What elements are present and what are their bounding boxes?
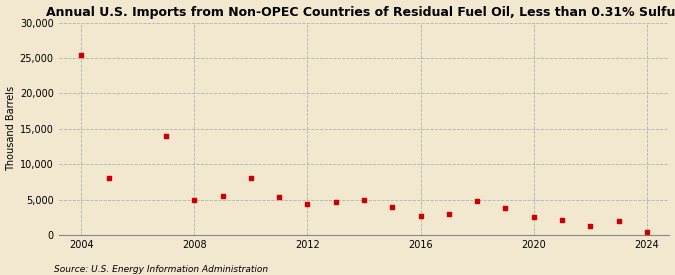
Point [472,199,483,204]
Point [585,224,595,228]
Point [104,176,115,180]
Point [415,214,426,218]
Point [358,198,369,202]
Point [500,206,511,211]
Point [613,219,624,223]
Point [189,198,200,202]
Point [443,212,454,216]
Point [246,176,256,180]
Point [387,205,398,209]
Point [302,202,313,206]
Point [330,200,341,204]
Point [76,53,86,57]
Point [47,48,58,52]
Point [641,230,652,235]
Text: Source: U.S. Energy Information Administration: Source: U.S. Energy Information Administ… [54,265,268,274]
Point [529,215,539,219]
Point [217,193,228,198]
Title: Annual U.S. Imports from Non-OPEC Countries of Residual Fuel Oil, Less than 0.31: Annual U.S. Imports from Non-OPEC Countr… [47,6,675,18]
Point [161,134,171,138]
Point [274,195,285,199]
Y-axis label: Thousand Barrels: Thousand Barrels [5,86,16,172]
Point [557,218,568,222]
